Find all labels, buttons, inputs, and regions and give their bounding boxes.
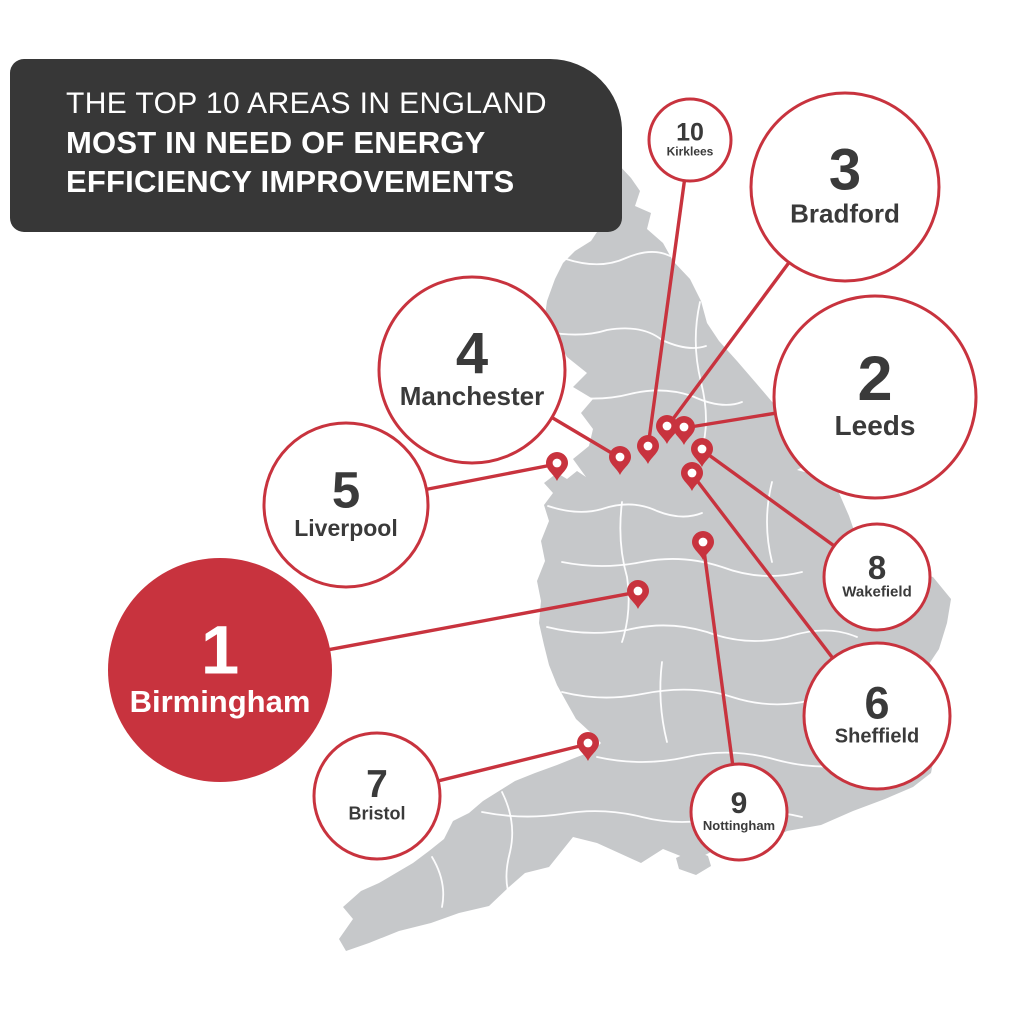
rank-circle-bristol — [312, 731, 442, 861]
rank-number-manchester: 4 — [456, 321, 488, 386]
rank-circle-nottingham — [689, 762, 789, 862]
location-pin-bristol — [577, 732, 599, 761]
rank-circle-wakefield — [822, 522, 932, 632]
location-pin-nottingham — [692, 531, 714, 560]
connector-line-kirklees — [646, 139, 692, 448]
area-name-wakefield: Wakefield — [842, 583, 911, 600]
area-name-bradford: Bradford — [790, 198, 900, 228]
location-pin-leeds — [673, 416, 695, 445]
location-pin-bradford — [656, 415, 678, 444]
rank-circle-leeds — [772, 294, 978, 500]
location-pin-wakefield — [691, 438, 713, 467]
pin-hole — [697, 444, 707, 454]
rank-number-sheffield: 6 — [864, 677, 889, 728]
banner-line-1: THE TOP 10 AREAS IN ENGLAND — [66, 87, 547, 120]
isle-of-wight — [676, 850, 711, 875]
pin-hole — [698, 537, 708, 547]
area-name-birmingham: Birmingham — [130, 684, 311, 719]
pin-hole — [687, 468, 697, 478]
pin-hole — [679, 422, 689, 432]
rank-circle-bradford — [749, 91, 941, 283]
rank-circle-kirklees — [647, 97, 733, 183]
rank-number-bristol: 7 — [366, 763, 388, 806]
area-name-bristol: Bristol — [348, 804, 405, 824]
rank-circle-manchester — [377, 275, 567, 465]
area-name-nottingham: Nottingham — [703, 818, 775, 833]
pin-hole — [662, 421, 672, 431]
pin-hole — [633, 586, 643, 596]
rank-number-bradford: 3 — [829, 138, 861, 203]
rank-number-leeds: 2 — [857, 344, 892, 414]
pin-hole — [583, 738, 593, 748]
rank-circles — [108, 91, 978, 862]
banner-line-3: EFFICIENCY IMPROVEMENTS — [66, 164, 515, 199]
location-pin-sheffield — [681, 462, 703, 491]
pin-hole — [643, 441, 653, 451]
area-name-leeds: Leeds — [835, 410, 916, 441]
location-pin-birmingham — [627, 580, 649, 609]
title-banner: THE TOP 10 AREAS IN ENGLAND MOST IN NEED… — [10, 59, 622, 232]
rank-circle-birmingham — [108, 558, 332, 782]
england-map-outline — [339, 163, 951, 951]
rank-number-birmingham: 1 — [201, 611, 239, 688]
location-pins — [546, 415, 714, 761]
rank-number-wakefield: 8 — [868, 549, 886, 586]
area-name-sheffield: Sheffield — [835, 725, 919, 747]
location-pin-liverpool — [546, 452, 568, 481]
rank-number-liverpool: 5 — [332, 462, 360, 519]
area-name-manchester: Manchester — [400, 381, 545, 411]
area-name-liverpool: Liverpool — [294, 515, 398, 541]
rank-number-nottingham: 9 — [731, 787, 748, 820]
banner-line-2: MOST IN NEED OF ENERGY — [66, 125, 486, 160]
pin-hole — [552, 458, 562, 468]
location-pin-manchester — [609, 446, 631, 475]
pin-hole — [615, 452, 625, 462]
area-name-kirklees: Kirklees — [667, 144, 714, 158]
location-pin-kirklees — [637, 435, 659, 464]
rank-circle-liverpool — [262, 421, 430, 589]
rank-circle-sheffield — [802, 641, 952, 791]
rank-number-kirklees: 10 — [676, 119, 704, 147]
